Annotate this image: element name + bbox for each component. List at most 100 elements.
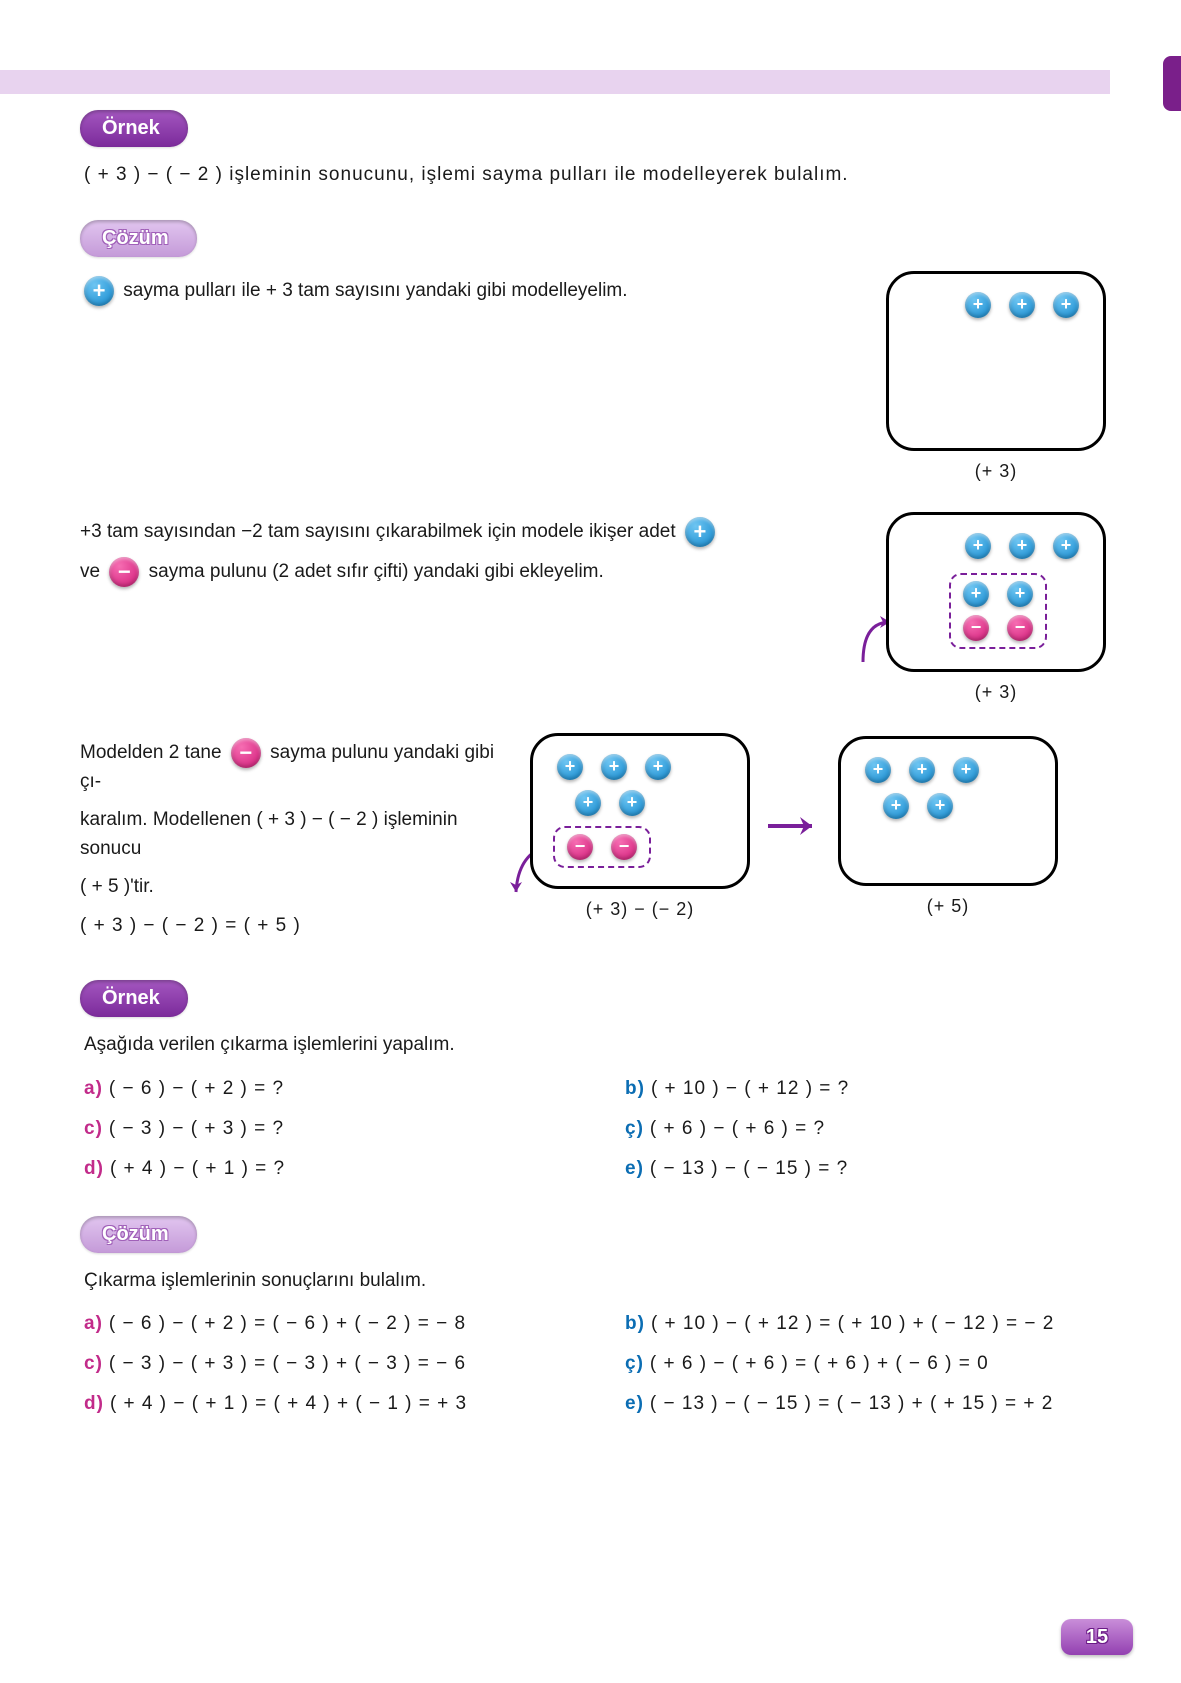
exercise-item: a) ( − 6 ) − ( + 2 ) = ?	[84, 1078, 565, 1100]
example-1: Örnek ( + 3 ) − ( − 2 ) işleminin sonucu…	[80, 110, 1106, 190]
zero-pair-box: + + − −	[949, 573, 1047, 649]
chip-minus: −	[567, 834, 593, 860]
exercise-text: ( + 6 ) − ( + 6 ) = ?	[650, 1118, 825, 1139]
arrow-right-icon	[764, 807, 824, 845]
exercise-text: ( − 6 ) − ( + 2 ) = ?	[109, 1078, 284, 1099]
badge-cozum: Çözüm	[80, 220, 197, 257]
chip-plus: +	[601, 754, 627, 780]
exercise-label: c)	[84, 1118, 103, 1139]
exercise-item: d) ( + 4 ) − ( + 1 ) = ( + 4 ) + ( − 1 ) …	[84, 1393, 565, 1415]
chip-plus: +	[883, 793, 909, 819]
chip-plus: +	[953, 757, 979, 783]
exercise-text: ( − 13 ) − ( − 15 ) = ( − 13 ) + ( + 15 …	[650, 1393, 1053, 1414]
step-2-row: +3 tam sayısından −2 tam sayısını çıkara…	[80, 512, 1106, 703]
step2-connector: ve	[80, 561, 100, 582]
step1-box-label: (+ 3)	[886, 461, 1106, 482]
chip-minus: −	[611, 834, 637, 860]
chip-plus: +	[1009, 292, 1035, 318]
chip-minus: −	[963, 615, 989, 641]
solution-2: Çözüm Çıkarma işlemlerinin sonuçlarını b…	[80, 1216, 1106, 1416]
step2-line1: +3 tam sayısından −2 tam sayısını çıkara…	[80, 521, 676, 542]
exercise-label: e)	[625, 1158, 644, 1179]
exercise-text: ( + 10 ) − ( + 12 ) = ( + 10 ) + ( − 12 …	[651, 1313, 1054, 1334]
plus-chip-icon: +	[685, 517, 715, 547]
chip-plus: +	[575, 790, 601, 816]
chip-plus: +	[1053, 292, 1079, 318]
step3-box-left: +++ ++ −− (+ 3) − (− 2)	[530, 733, 750, 920]
example2-prompt: Aşağıda verilen çıkarma işlemlerini yapa…	[84, 1031, 1106, 1060]
chip-plus: +	[557, 754, 583, 780]
plus-chip-icon: +	[84, 276, 114, 306]
chip-plus: +	[909, 757, 935, 783]
chip-plus: +	[619, 790, 645, 816]
exercise-item: c) ( − 3 ) − ( + 3 ) = ( − 3 ) + ( − 3 ) …	[84, 1353, 565, 1375]
step-1-row: + sayma pulları ile + 3 tam sayısını yan…	[80, 271, 1106, 482]
exercise-label: d)	[84, 1393, 104, 1414]
exercise-label: e)	[625, 1393, 644, 1414]
chip-plus: +	[1053, 533, 1079, 559]
exercise-label: a)	[84, 1078, 103, 1099]
exercise-text: ( + 6 ) − ( + 6 ) = ( + 6 ) + ( − 6 ) = …	[650, 1353, 989, 1374]
exercise-item: b) ( + 10 ) − ( + 12 ) = ( + 10 ) + ( − 1…	[625, 1313, 1106, 1335]
exercise-item: d) ( + 4 ) − ( + 1 ) = ?	[84, 1158, 565, 1180]
chip-plus: +	[1007, 581, 1033, 607]
exercise-text: ( − 3 ) − ( + 3 ) = ?	[109, 1118, 284, 1139]
chip-plus: +	[865, 757, 891, 783]
chip-plus: +	[963, 581, 989, 607]
step3-l2: karalım. Modellenen ( + 3 ) − ( − 2 ) iş…	[80, 806, 500, 863]
exercise-text: ( + 4 ) − ( + 1 ) = ( + 4 ) + ( − 1 ) = …	[110, 1393, 467, 1414]
badge-ornek: Örnek	[80, 980, 188, 1017]
exercise-item: e) ( − 13 ) − ( − 15 ) = ( − 13 ) + ( + 1…	[625, 1393, 1106, 1415]
chip-minus: −	[1007, 615, 1033, 641]
chip-plus: +	[965, 533, 991, 559]
exercise-text: ( − 3 ) − ( + 3 ) = ( − 3 ) + ( − 3 ) = …	[109, 1353, 466, 1374]
step3-boxR-label: (+ 5)	[838, 896, 1058, 917]
chip-plus: +	[927, 793, 953, 819]
exercise-item: c) ( − 3 ) − ( + 3 ) = ?	[84, 1118, 565, 1140]
step-3-row: Modelden 2 tane − sayma pulunu yandaki g…	[80, 733, 1106, 951]
step1-text: + sayma pulları ile + 3 tam sayısını yan…	[80, 271, 856, 316]
exercise-item: b) ( + 10 ) − ( + 12 ) = ?	[625, 1078, 1106, 1100]
exercise-label: c)	[84, 1353, 103, 1374]
exercise-text: ( + 10 ) − ( + 12 ) = ?	[651, 1078, 849, 1099]
exercise-item: a) ( − 6 ) − ( + 2 ) = ( − 6 ) + ( − 2 ) …	[84, 1313, 565, 1335]
minus-chip-icon: −	[231, 738, 261, 768]
step2-line2: sayma pulunu (2 adet sıfır çifti) yandak…	[149, 561, 604, 582]
page-number: 15	[1061, 1619, 1133, 1655]
step3-text: Modelden 2 tane − sayma pulunu yandaki g…	[80, 733, 500, 951]
exercise-label: a)	[84, 1313, 103, 1334]
step3-diagrams: +++ ++ −− (+ 3) − (− 2)	[530, 733, 1058, 920]
exercise-label: ç)	[625, 1353, 644, 1374]
step1-text-span: sayma pulları ile + 3 tam sayısını yanda…	[123, 280, 627, 301]
top-accent-bar	[0, 70, 1110, 94]
step3-l3: ( + 5 )'tir.	[80, 873, 500, 902]
example-2: Örnek Aşağıda verilen çıkarma işlemlerin…	[80, 980, 1106, 1180]
example1-prompt: ( + 3 ) − ( − 2 ) işleminin sonucunu, iş…	[84, 161, 1106, 190]
exercise-text: ( − 6 ) − ( + 2 ) = ( − 6 ) + ( − 2 ) = …	[109, 1313, 466, 1334]
chip-plus: +	[965, 292, 991, 318]
chip-plus: +	[645, 754, 671, 780]
step2-text: +3 tam sayısından −2 tam sayısını çıkara…	[80, 512, 856, 597]
solution-1: Çözüm + sayma pulları ile + 3 tam sayısı…	[80, 220, 1106, 951]
exercise-label: b)	[625, 1078, 645, 1099]
solution-grid: a) ( − 6 ) − ( + 2 ) = ( − 6 ) + ( − 2 ) …	[84, 1313, 1106, 1415]
exercise-label: ç)	[625, 1118, 644, 1139]
solution2-prompt: Çıkarma işlemlerinin sonuçlarını bulalım…	[84, 1267, 1106, 1296]
step2-box-label: (+ 3)	[886, 682, 1106, 703]
exercise-label: b)	[625, 1313, 645, 1334]
step2-diagram: + + + + + − − (+ 3	[886, 512, 1106, 703]
step3-l1a: Modelden 2 tane	[80, 742, 222, 763]
step1-diagram: + + + (+ 3)	[886, 271, 1106, 482]
step3-box-right: +++ ++ (+ 5)	[838, 736, 1058, 917]
exercise-text: ( + 4 ) − ( + 1 ) = ?	[110, 1158, 285, 1179]
exercise-text: ( − 13 ) − ( − 15 ) = ?	[650, 1158, 848, 1179]
exercise-label: d)	[84, 1158, 104, 1179]
exercise-item: e) ( − 13 ) − ( − 15 ) = ?	[625, 1158, 1106, 1180]
exercise-grid: a) ( − 6 ) − ( + 2 ) = ? b) ( + 10 ) − ( + …	[84, 1078, 1106, 1180]
exercise-item: ç) ( + 6 ) − ( + 6 ) = ( + 6 ) + ( − 6 ) …	[625, 1353, 1106, 1375]
minus-chip-icon: −	[109, 557, 139, 587]
step3-boxL-label: (+ 3) − (− 2)	[530, 899, 750, 920]
removed-pair: −−	[553, 826, 651, 868]
side-tab	[1163, 56, 1181, 111]
badge-ornek: Örnek	[80, 110, 188, 147]
